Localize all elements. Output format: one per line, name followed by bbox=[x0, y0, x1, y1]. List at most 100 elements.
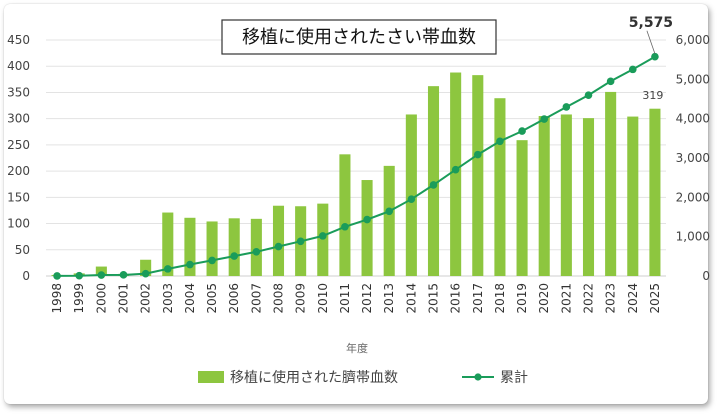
bar bbox=[472, 75, 484, 276]
bar bbox=[649, 108, 661, 276]
gridlines bbox=[46, 39, 666, 277]
bar bbox=[361, 180, 373, 276]
bar bbox=[605, 91, 617, 276]
x-tick-label: 2008 bbox=[272, 283, 286, 314]
x-tick-label: 2014 bbox=[404, 283, 418, 314]
cumulative-point bbox=[208, 256, 216, 265]
x-tick-label: 2006 bbox=[227, 283, 241, 314]
y-axis-left: 0 50 100 150 200 250 300 350 400 450 bbox=[7, 33, 30, 283]
x-tick-label: 2015 bbox=[427, 283, 441, 314]
chart-title: 移植に使用されたさい帯血数 bbox=[242, 27, 476, 48]
bar bbox=[228, 218, 240, 276]
x-tick-label: 2007 bbox=[249, 283, 263, 314]
bar bbox=[405, 114, 417, 277]
y-left-tick-label: 250 bbox=[7, 138, 30, 152]
x-tick-label: 2000 bbox=[94, 283, 108, 314]
bar bbox=[317, 203, 329, 276]
bar bbox=[339, 154, 351, 276]
y-left-tick-label: 0 bbox=[22, 269, 30, 283]
line-series bbox=[53, 52, 659, 280]
bar bbox=[427, 86, 440, 276]
y-left-tick-label: 100 bbox=[7, 217, 30, 231]
bar bbox=[582, 118, 595, 277]
cumulative-point bbox=[385, 207, 394, 216]
bar bbox=[383, 165, 395, 276]
cumulative-point bbox=[230, 252, 239, 260]
y-axis-right: 0 1,000 2,000 3,000 4,000 5,000 6,000 bbox=[676, 33, 710, 283]
cumulative-point bbox=[451, 165, 460, 174]
x-tick-label: 2022 bbox=[582, 283, 596, 314]
cumulative-point bbox=[252, 248, 261, 256]
bar bbox=[250, 218, 262, 276]
chart-title-box: 移植に使用されたさい帯血数 bbox=[221, 19, 497, 55]
cumulative-point bbox=[119, 271, 128, 279]
x-tick-label: 2016 bbox=[449, 283, 463, 314]
bar bbox=[272, 205, 285, 276]
y-left-tick-label: 50 bbox=[15, 243, 30, 257]
cumulative-point bbox=[363, 215, 371, 224]
x-tick-label: 2001 bbox=[117, 283, 131, 314]
cumulative-point bbox=[584, 91, 593, 99]
cumulative-point bbox=[429, 181, 438, 189]
cumulative-point bbox=[562, 103, 571, 111]
cumulative-point bbox=[296, 237, 305, 246]
x-tick-label: 2003 bbox=[161, 283, 175, 314]
x-tick-label: 2017 bbox=[471, 283, 485, 314]
annotations: 5,575 319 bbox=[629, 15, 673, 102]
cumulative-point bbox=[274, 242, 283, 251]
bar bbox=[627, 116, 639, 277]
bar bbox=[450, 72, 462, 276]
bar bbox=[494, 98, 506, 276]
x-tick-label: 2005 bbox=[205, 283, 219, 314]
y-left-tick-label: 450 bbox=[7, 33, 30, 47]
legend-label-bar: 移植に使用された臍帯血数 bbox=[230, 369, 398, 386]
cumulative-total-label: 5,575 bbox=[629, 15, 673, 31]
cumulative-point bbox=[53, 272, 61, 280]
cumulative-point bbox=[341, 222, 349, 231]
x-tick-label: 1999 bbox=[72, 283, 86, 314]
cumulative-line bbox=[57, 55, 656, 277]
bar bbox=[184, 217, 196, 276]
y-left-tick-label: 300 bbox=[7, 112, 30, 126]
bar bbox=[206, 221, 218, 276]
x-tick-label: 2018 bbox=[493, 283, 507, 314]
cumulative-point bbox=[75, 271, 84, 280]
x-tick-label: 2024 bbox=[626, 283, 640, 314]
x-tick-label: 2019 bbox=[515, 283, 529, 314]
y-left-tick-label: 400 bbox=[7, 59, 30, 73]
cumulative-point bbox=[518, 127, 526, 135]
callout-leader bbox=[646, 30, 656, 54]
cumulative-point bbox=[628, 65, 637, 74]
x-axis: 1998 1999 2000 2001 2002 2003 2004 2005 2006 2007… bbox=[50, 283, 662, 314]
legend: 移植に使用された臍帯血数 累計 bbox=[198, 369, 528, 386]
y-left-tick-label: 200 bbox=[7, 164, 30, 178]
cumulative-point bbox=[606, 77, 615, 86]
x-axis-title: 年度 bbox=[346, 341, 368, 355]
cumulative-point bbox=[651, 52, 659, 61]
legend-swatch-bar bbox=[198, 371, 224, 383]
x-tick-label: 2002 bbox=[139, 283, 153, 314]
y-right-tick-label: 1,000 bbox=[676, 230, 710, 244]
cumulative-point bbox=[163, 265, 172, 273]
cumulative-point bbox=[97, 271, 106, 279]
cumulative-point bbox=[141, 269, 150, 278]
x-tick-label: 2023 bbox=[604, 283, 618, 314]
legend-swatch-marker bbox=[474, 373, 482, 381]
y-right-tick-label: 5,000 bbox=[676, 72, 710, 86]
bar bbox=[162, 212, 174, 276]
bar bbox=[140, 259, 152, 276]
cumulative-point bbox=[540, 115, 549, 123]
x-tick-label: 1998 bbox=[50, 283, 64, 314]
cumulative-point bbox=[318, 232, 327, 240]
y-left-tick-label: 350 bbox=[7, 85, 30, 99]
cumulative-point bbox=[186, 260, 194, 269]
cumulative-point bbox=[407, 195, 416, 203]
x-tick-label: 2011 bbox=[338, 283, 352, 314]
legend-label-line: 累計 bbox=[500, 370, 528, 386]
last-bar-value-label: 319 bbox=[642, 89, 663, 102]
x-tick-label: 2010 bbox=[316, 283, 330, 314]
x-tick-label: 2025 bbox=[648, 283, 662, 314]
bar-series bbox=[51, 72, 661, 277]
y-right-tick-label: 2,000 bbox=[676, 190, 710, 204]
